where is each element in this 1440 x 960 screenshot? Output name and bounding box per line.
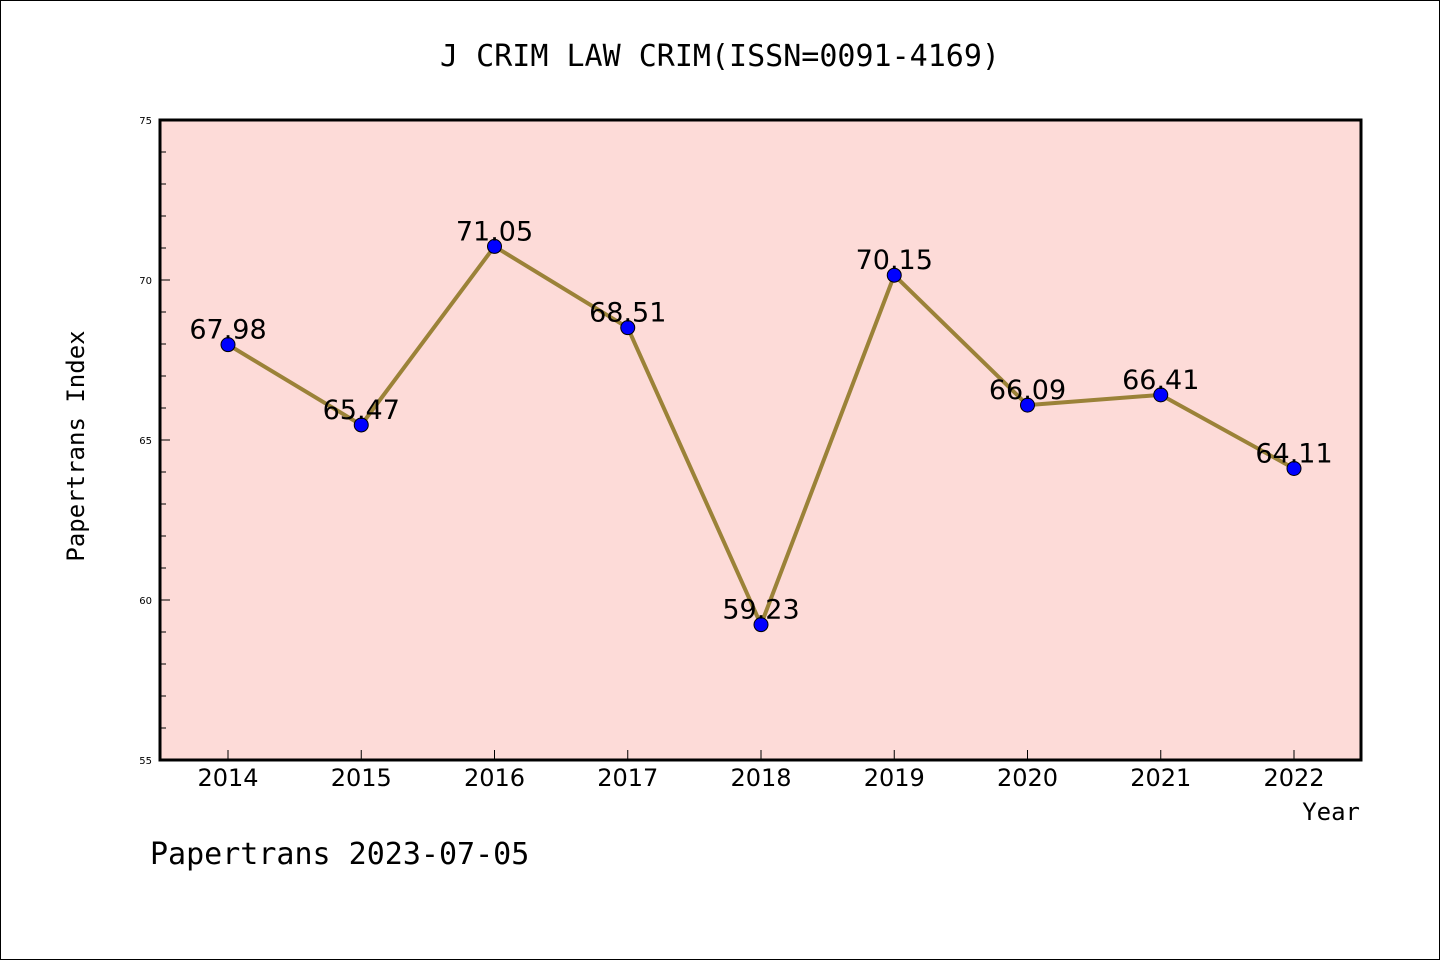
- x-axis: 2014 2015 2016 2017 2018 2019 2020 2021 2022: [197, 750, 1325, 792]
- data-label: 66.41: [1122, 365, 1199, 396]
- x-tick-label: 2021: [1130, 764, 1191, 792]
- data-label: 67.98: [189, 315, 266, 346]
- data-label: 59.23: [722, 595, 799, 626]
- x-tick-label: 2015: [331, 764, 392, 792]
- data-point: [753, 617, 769, 633]
- data-point: [220, 337, 236, 353]
- data-point: [620, 320, 636, 336]
- x-tick-label: 2014: [197, 764, 258, 792]
- data-label: 68.51: [589, 298, 666, 329]
- data-label: 66.09: [989, 375, 1066, 406]
- data-point: [487, 238, 502, 254]
- data-label: 71.05: [456, 216, 533, 247]
- data-point: [1153, 387, 1169, 403]
- chart-title: J CRIM LAW CRIM(ISSN=0091-4169): [440, 39, 1000, 74]
- x-axis-label: Year: [1302, 798, 1360, 826]
- x-tick-label: 2019: [864, 764, 925, 792]
- y-tick-label: 75: [139, 116, 152, 127]
- x-tick-label: 2022: [1263, 764, 1324, 792]
- x-tick-label: 2016: [464, 764, 525, 792]
- y-axis: 55 60 65 70 75: [139, 116, 170, 767]
- y-axis-label: Papertrans Index: [62, 330, 90, 561]
- x-tick-label: 2020: [997, 764, 1058, 792]
- data-labels: 67.98 65.47 71.05 68.51 59.23 70.15 66.09 66.41…: [189, 216, 1332, 625]
- x-tick-label: 2017: [597, 764, 658, 792]
- data-label: 65.47: [323, 395, 400, 426]
- data-point: [886, 267, 902, 283]
- data-point: [1020, 397, 1035, 413]
- x-tick-label: 2018: [730, 764, 791, 792]
- y-tick-label: 65: [139, 436, 152, 447]
- y-tick-label: 60: [139, 596, 152, 607]
- y-tick-label: 55: [139, 756, 152, 767]
- data-label: 70.15: [856, 245, 933, 276]
- data-points: [220, 238, 1302, 633]
- plot-area: [158, 118, 1363, 762]
- data-point: [1286, 460, 1302, 476]
- data-point: [353, 417, 369, 433]
- data-label: 64.11: [1255, 438, 1332, 469]
- y-tick-label: 70: [139, 276, 152, 287]
- footer-text: Papertrans 2023-07-05: [150, 837, 529, 872]
